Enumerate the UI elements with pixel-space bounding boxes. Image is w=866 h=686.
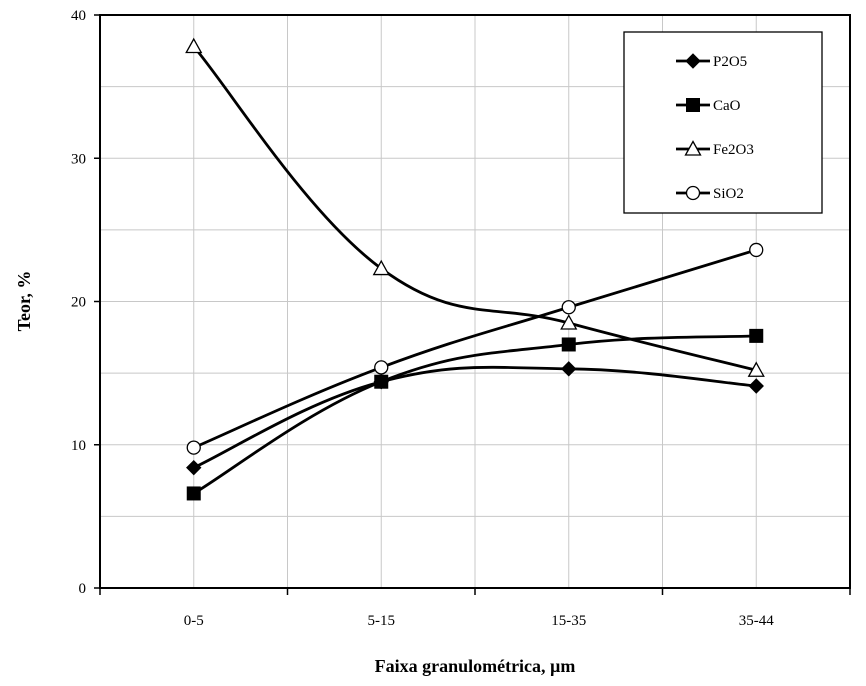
y-axis: 0 10 20 30 40 [71,8,100,597]
data-point-sio2 [186,440,201,455]
x-axis-title: Faixa granulométrica, µm [375,656,576,676]
legend-label-p2o5: P2O5 [713,54,747,70]
x-tick-label: 15-35 [551,613,586,629]
legend-marker-cao [686,98,700,112]
legend-marker-fe2o3 [684,140,702,156]
data-point-p2o5 [186,459,202,476]
legend-marker-sio2 [685,185,701,201]
legend-label-cao: CaO [713,98,741,114]
data-point-fe2o3 [560,314,578,330]
y-tick-label: 30 [71,151,86,167]
data-point-fe2o3 [185,37,203,54]
y-tick-label: 10 [71,438,86,454]
data-point-sio2 [561,300,576,315]
series-line-p2o5 [192,365,758,470]
series-line-cao [192,334,758,495]
legend-label-sio2: SiO2 [713,186,744,202]
legend: P2O5 CaO Fe2O3 SiO2 [623,31,823,214]
x-tick-label: 5-15 [368,613,396,629]
y-tick-label: 0 [79,581,87,597]
x-tick-label: 35-44 [739,613,774,629]
data-point-sio2 [374,360,389,375]
data-point-fe2o3 [747,361,765,377]
data-point-cao [749,328,764,343]
legend-label-fe2o3: Fe2O3 [713,142,754,158]
x-tick-label: 0-5 [184,613,204,629]
legend-marker-p2o5 [685,53,701,69]
data-point-cao [186,486,201,501]
legend-box [623,31,823,214]
data-point-cao [374,374,389,389]
data-point-sio2 [749,242,764,258]
y-tick-label: 40 [71,8,86,24]
series-line-sio2 [192,248,758,450]
data-point-fe2o3 [372,259,390,276]
series-markers [185,37,765,501]
y-tick-label: 20 [71,295,86,311]
series-line-fe2o3 [192,45,758,372]
data-point-p2o5 [561,361,577,377]
x-axis: 0-5 5-15 15-35 35-44 [99,588,851,629]
data-point-cao [561,337,576,352]
y-axis-title: Teor, % [14,271,34,332]
data-point-p2o5 [748,378,764,394]
series-lines [192,45,758,495]
